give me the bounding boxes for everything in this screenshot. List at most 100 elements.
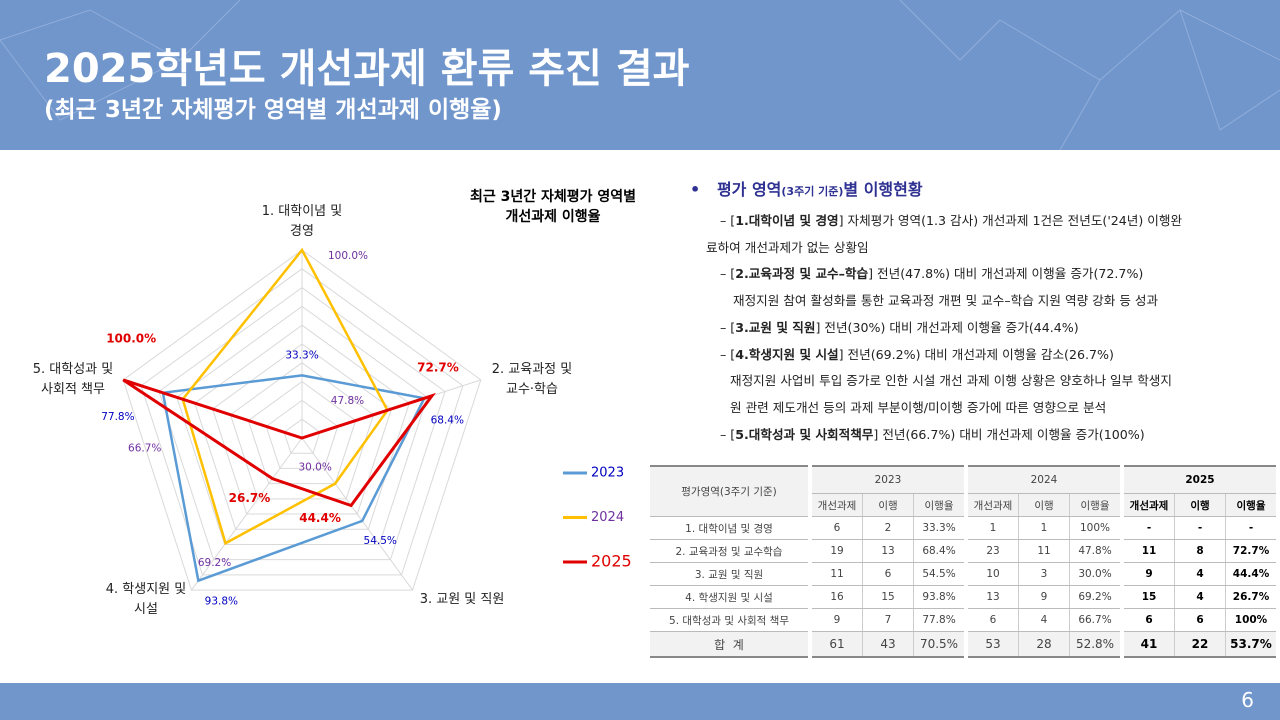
table-cell: 합 계 bbox=[650, 631, 808, 658]
table-cell: 5. 대학성과 및 사회적 책무 bbox=[650, 608, 808, 632]
table-cell: 4 bbox=[1018, 608, 1070, 632]
data-label: 66.7% bbox=[128, 442, 161, 454]
page-number: 6 bbox=[1241, 688, 1254, 712]
axis-label: 2. 교육과정 및 교수·학습 bbox=[491, 362, 573, 397]
table-cell: - bbox=[1124, 516, 1175, 540]
summary-heading: • 평가 영역(3주기 기준)별 이행현황 bbox=[690, 176, 923, 200]
table-cell: 4 bbox=[1174, 562, 1226, 586]
table-cell: - bbox=[1225, 516, 1276, 540]
series-line bbox=[122, 378, 436, 508]
heading-main: 평가 영역 bbox=[716, 180, 782, 199]
header-band: 2025학년도 개선과제 환류 추진 결과 (최근 3년간 자체평가 영역별 개… bbox=[0, 0, 1280, 150]
table-cell: 9 bbox=[1124, 562, 1175, 586]
table-cell: 2 bbox=[862, 516, 914, 540]
data-label: 100.0% bbox=[106, 331, 156, 345]
line-segment: 료하여 개선과제가 없는 상황임 bbox=[706, 239, 869, 255]
table-cell: 1 bbox=[968, 516, 1019, 540]
table-cell: 47.8% bbox=[1069, 539, 1120, 563]
network-decor bbox=[0, 0, 1280, 150]
table-cell: - bbox=[1174, 516, 1226, 540]
table-cell: 6 bbox=[1124, 608, 1175, 632]
table-cell: 23 bbox=[968, 539, 1019, 563]
table-cell: 54.5% bbox=[913, 562, 964, 586]
table-cell: 15 bbox=[862, 585, 914, 609]
header-cell: 이행 bbox=[1018, 493, 1070, 517]
grid-ring bbox=[122, 249, 482, 591]
table-cell: 100% bbox=[1225, 608, 1276, 632]
line-segment: – [ bbox=[720, 426, 736, 442]
table-row: 2. 교육과정 및 교수학습 19 13 68.4% 23 11 47.8% 11 8 72.7% bbox=[650, 539, 1276, 563]
table-cell: 70.5% bbox=[913, 631, 964, 658]
table-row: 5. 대학성과 및 사회적 책무 9 7 77.8% 6 4 66.7% 6 6 100% bbox=[650, 608, 1276, 632]
table-cell: 4 bbox=[1174, 585, 1226, 609]
axis-label: 1. 대학이념 및 경영 bbox=[261, 204, 343, 239]
data-label: 69.2% bbox=[198, 557, 231, 569]
line-segment: ] 전년(30%) 대비 개선과제 이행율 증가(44.4%) bbox=[815, 319, 1079, 335]
table-cell: 43 bbox=[862, 631, 914, 658]
table-cell: 44.4% bbox=[1225, 562, 1276, 586]
table-cell: 4. 학생지원 및 시설 bbox=[650, 585, 808, 609]
table-cell: 69.2% bbox=[1069, 585, 1120, 609]
table-cell: 6 bbox=[968, 608, 1019, 632]
result-table: 평가영역(3주기 기준) 2023 2024 2025 개선과제 이행 이행율 개선과제 이행 이… bbox=[650, 465, 1276, 658]
summary-line: – [1.대학이념 및 경영] 자체평가 영역(1.3 감사) 개선과제 1건은… bbox=[720, 210, 1182, 229]
table-cell: 30.0% bbox=[1069, 562, 1120, 586]
table-cell: 52.8% bbox=[1069, 631, 1120, 658]
axis-label: 3. 교원 및 직원 bbox=[419, 592, 505, 607]
spoke bbox=[301, 437, 413, 591]
table-cell: 1. 대학이념 및 경영 bbox=[650, 516, 808, 540]
series-line bbox=[181, 247, 389, 546]
header-cell: 개선과제 bbox=[968, 493, 1019, 517]
heading-tail: 별 이행현황 bbox=[843, 180, 923, 199]
table-cell: 93.8% bbox=[913, 585, 964, 609]
header-cell: 이행율 bbox=[913, 493, 964, 517]
summary-line: 재정지원 참여 활성화를 통한 교육과정 개편 및 교수–학습 지원 역량 강화… bbox=[733, 290, 1158, 309]
line-segment: ] 전년(69.2%) 대비 개선과제 이행율 감소(26.7%) bbox=[838, 346, 1114, 362]
axis-label: 5. 대학성과 및 사회적 책무 bbox=[32, 362, 114, 397]
summary-line: – [3.교원 및 직원] 전년(30%) 대비 개선과제 이행율 증가(44.… bbox=[720, 317, 1079, 336]
grid-ring bbox=[247, 380, 357, 485]
data-label: 68.4% bbox=[431, 414, 464, 426]
legend-label: 2025 bbox=[591, 552, 632, 571]
line-segment: 재정지원 참여 활성화를 통한 교육과정 개편 및 교수–학습 지원 역량 강화… bbox=[733, 293, 1159, 309]
series-line bbox=[161, 374, 427, 583]
table-cell: 15 bbox=[1124, 585, 1175, 609]
table-row: 3. 교원 및 직원 11 6 54.5% 10 3 30.0% 9 4 44.4% bbox=[650, 562, 1276, 586]
table-cell: 77.8% bbox=[913, 608, 964, 632]
table-cell: 22 bbox=[1174, 631, 1226, 658]
data-label: 33.3% bbox=[285, 349, 318, 361]
footer-band bbox=[0, 683, 1280, 720]
group-header-row: 평가영역(3주기 기준) 2023 2024 2025 bbox=[650, 465, 1276, 517]
table-cell: 68.4% bbox=[913, 539, 964, 563]
table-cell: 28 bbox=[1018, 631, 1070, 658]
line-segment: 2.교육과정 및 교수–학습 bbox=[735, 266, 869, 282]
radar-chart: 33.3% 68.4% 54.5% 93.8% 77.8% 2023 100.0% 47.8%… bbox=[101, 247, 632, 608]
data-label: 47.8% bbox=[331, 395, 364, 407]
table-cell: 6 bbox=[862, 562, 914, 586]
line-segment: 1.대학이념 및 경영 bbox=[735, 213, 839, 228]
header-cell: 개선과제 bbox=[1124, 493, 1175, 517]
table-cell: 19 bbox=[812, 539, 863, 563]
header-cell: 이행 bbox=[1174, 493, 1226, 517]
line-segment: 4.학생지원 및 시설 bbox=[735, 346, 839, 362]
table-cell: 3 bbox=[1018, 562, 1070, 586]
title: 2025학년도 개선과제 환류 추진 결과 bbox=[44, 46, 690, 92]
table-cell: 9 bbox=[1018, 585, 1070, 609]
header-cell: 2023 bbox=[812, 465, 964, 494]
table-cell: 100% bbox=[1069, 516, 1120, 540]
data-label: 100.0% bbox=[328, 250, 368, 262]
spoke bbox=[191, 437, 303, 591]
line-segment: ] 전년(66.7%) 대비 개선과제 이행율 증가(100%) bbox=[873, 426, 1145, 442]
summary-line: 원 관련 제도개선 등의 과제 부분이행/미이행 증가에 따른 영향으로 분석 bbox=[730, 397, 1106, 416]
data-label: 30.0% bbox=[298, 462, 331, 474]
header-cell: 평가영역(3주기 기준) bbox=[650, 465, 808, 517]
line-segment: – [ bbox=[720, 213, 736, 228]
table-cell: 61 bbox=[812, 631, 863, 658]
table-cell: 11 bbox=[1018, 539, 1070, 563]
data-label: 44.4% bbox=[299, 511, 341, 525]
line-segment: – [ bbox=[720, 346, 736, 362]
grid-ring bbox=[265, 399, 339, 469]
data-label: 26.7% bbox=[229, 491, 271, 505]
table-cell: 6 bbox=[812, 516, 863, 540]
grid-ring bbox=[194, 324, 410, 530]
